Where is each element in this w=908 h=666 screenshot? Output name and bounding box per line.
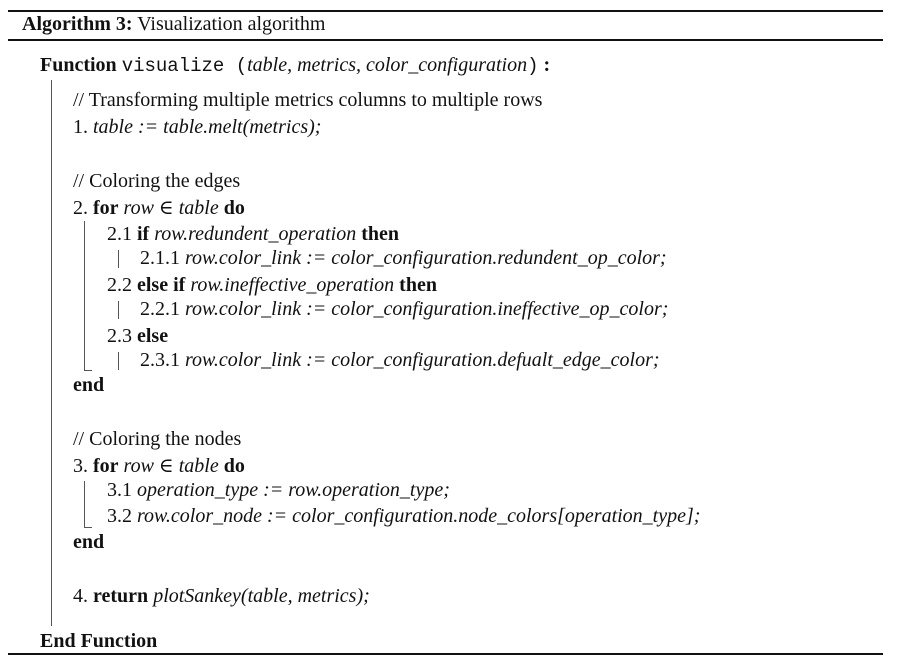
step-3: 3. for row ∈ table do	[73, 455, 245, 477]
step-2-1-1-number: 2.1.1	[140, 247, 180, 269]
step-2-3-1-number: 2.3.1	[140, 349, 180, 371]
step-3-number: 3.	[73, 455, 88, 477]
step-3-2-number: 3.2	[107, 505, 132, 527]
for-edges-block-tick	[84, 370, 92, 371]
step-3-1: 3.1 operation_type := row.operation_type…	[107, 479, 450, 501]
function-block-bar	[51, 80, 52, 626]
step-4-return: return	[93, 585, 149, 607]
step-1-code: table := table.melt(metrics);	[93, 116, 322, 138]
step-2-2-elseif: else if	[137, 274, 186, 296]
step-3-1-number: 3.1	[107, 479, 132, 501]
comment-transform: // Transforming multiple metrics columns…	[73, 89, 543, 111]
step-2-1-number: 2.1	[107, 223, 132, 245]
step-2-1-1: 2.1.1 row.color_link := color_configurat…	[140, 247, 667, 269]
step-2-3-number: 2.3	[107, 325, 132, 347]
step-2-do: do	[223, 197, 245, 219]
step-2-for: for	[93, 197, 119, 219]
top-rule	[8, 10, 883, 12]
end-function: End Function	[40, 630, 158, 652]
function-close-paren: )	[527, 55, 539, 77]
step-3-1-code: operation_type := row.operation_type;	[137, 479, 450, 501]
algorithm-header: Algorithm 3: Visualization algorithm	[22, 13, 325, 35]
step-2-2: 2.2 else if row.ineffective_operation th…	[107, 274, 437, 296]
step-2-3-else: else	[137, 325, 169, 347]
step-2-3-1: 2.3.1 row.color_link := color_configurat…	[140, 349, 660, 371]
step-2-2-then: then	[399, 274, 437, 296]
step-4: 4. return plotSankey(table, metrics);	[73, 585, 370, 607]
step-1-number: 1.	[73, 116, 88, 138]
step-2-1-1-code: row.color_link := color_configuration.re…	[185, 247, 667, 269]
algorithm-title: Visualization algorithm	[137, 13, 326, 35]
step-2-2-number: 2.2	[107, 274, 132, 296]
step-4-code: plotSankey(table, metrics);	[153, 585, 370, 607]
for-edges-block-bar	[84, 221, 85, 371]
comment-edges: // Coloring the edges	[73, 170, 241, 192]
step-2-cond: row ∈ table	[123, 197, 219, 219]
step-1: 1. table := table.melt(metrics);	[73, 116, 321, 138]
step-2-1: 2.1 if row.redundent_operation then	[107, 223, 399, 245]
step-2-number: 2.	[73, 197, 88, 219]
step-3-cond: row ∈ table	[123, 455, 219, 477]
step-2-3: 2.3 else	[107, 325, 168, 347]
function-open-paren: (	[224, 55, 248, 77]
step-2-2-1-code: row.color_link := color_configuration.in…	[185, 298, 669, 320]
step-2: 2. for row ∈ table do	[73, 197, 245, 219]
step-3-2-code: row.color_node := color_configuration.no…	[137, 505, 701, 527]
function-colon: :	[538, 54, 551, 76]
step-2-2-cond: row.ineffective_operation	[190, 274, 395, 296]
function-signature: Function visualize (table, metrics, colo…	[40, 54, 550, 77]
if-block-bar	[118, 250, 119, 268]
end-for-nodes: end	[73, 531, 105, 553]
step-4-number: 4.	[73, 585, 88, 607]
function-name: visualize	[121, 55, 225, 77]
for-nodes-block-bar	[84, 481, 85, 528]
elseif-block-bar	[118, 301, 119, 319]
end-for-edges: end	[73, 374, 105, 396]
for-nodes-block-tick	[84, 527, 92, 528]
step-2-1-then: then	[361, 223, 400, 245]
else-block-bar	[118, 352, 119, 370]
function-keyword: Function	[40, 54, 117, 76]
step-2-1-if: if	[137, 223, 150, 245]
header-rule	[8, 39, 883, 41]
comment-nodes: // Coloring the nodes	[73, 428, 242, 450]
step-2-2-1: 2.2.1 row.color_link := color_configurat…	[140, 298, 668, 320]
step-2-2-1-number: 2.2.1	[140, 298, 180, 320]
step-2-3-1-code: row.color_link := color_configuration.de…	[185, 349, 660, 371]
step-2-1-cond: row.redundent_operation	[154, 223, 357, 245]
step-3-do: do	[223, 455, 245, 477]
algorithm-label: Algorithm 3:	[22, 13, 133, 35]
step-3-for: for	[93, 455, 119, 477]
step-3-2: 3.2 row.color_node := color_configuratio…	[107, 505, 700, 527]
function-args: table, metrics, color_configuration	[247, 54, 528, 76]
bottom-rule	[8, 653, 883, 655]
